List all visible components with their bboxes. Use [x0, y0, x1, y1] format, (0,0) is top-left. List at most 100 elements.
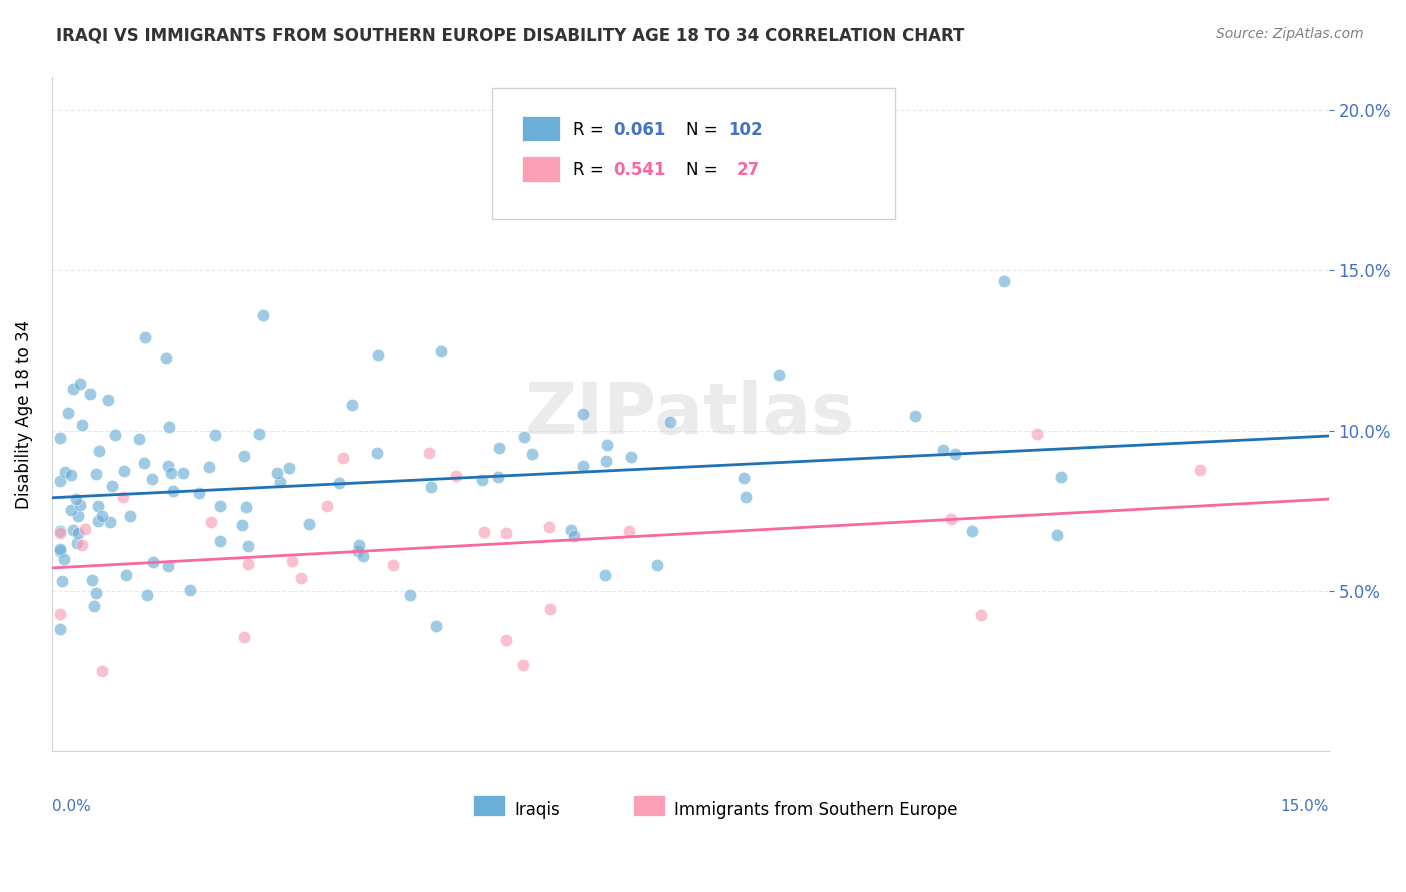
Point [960, 524, 983, 539]
Point [593, 568, 616, 582]
Point [513, 430, 536, 444]
Point [49, 526, 72, 541]
Point [118, 509, 141, 524]
Point [53, 465, 76, 479]
Text: N =: N = [686, 120, 723, 138]
Point [232, 449, 254, 463]
Point [104, 428, 127, 442]
Point [970, 607, 993, 622]
Point [735, 490, 758, 504]
Point [381, 558, 404, 572]
Point [328, 475, 350, 490]
Point [297, 516, 319, 531]
Text: Source: ZipAtlas.com: Source: ZipAtlas.com [1216, 27, 1364, 41]
Point [399, 589, 422, 603]
Point [51, 574, 73, 588]
Point [49, 543, 72, 558]
Point [420, 480, 443, 494]
Point [89, 444, 111, 458]
Point [208, 499, 231, 513]
Point [1025, 426, 1047, 441]
Y-axis label: Disability Age 18 to 34: Disability Age 18 to 34 [15, 320, 32, 509]
Point [471, 473, 494, 487]
Point [932, 443, 955, 458]
Point [340, 399, 363, 413]
Point [157, 459, 180, 474]
Point [247, 427, 270, 442]
Point [252, 308, 274, 322]
Point [235, 500, 257, 514]
Point [59, 503, 82, 517]
Point [49, 541, 72, 556]
Point [66, 536, 89, 550]
Point [538, 602, 561, 616]
Point [73, 522, 96, 536]
Point [179, 582, 201, 597]
Point [418, 445, 440, 459]
Point [134, 330, 156, 344]
Text: IRAQI VS IMMIGRANTS FROM SOUTHERN EUROPE DISABILITY AGE 18 TO 34 CORRELATION CHA: IRAQI VS IMMIGRANTS FROM SOUTHERN EUROPE… [56, 27, 965, 45]
Point [91, 508, 114, 523]
Point [49, 607, 72, 621]
Point [141, 472, 163, 486]
Point [768, 368, 790, 383]
Point [87, 514, 110, 528]
Point [209, 533, 232, 548]
Point [135, 588, 157, 602]
Point [172, 467, 194, 481]
Text: 0.0%: 0.0% [52, 798, 90, 814]
Point [236, 539, 259, 553]
Point [290, 571, 312, 585]
Point [70, 417, 93, 432]
Point [83, 599, 105, 614]
Point [49, 622, 72, 636]
Bar [633, 796, 665, 815]
Point [617, 524, 640, 538]
Point [486, 470, 509, 484]
Point [66, 509, 89, 524]
Point [572, 407, 595, 421]
Point [188, 486, 211, 500]
Point [65, 491, 87, 506]
FancyBboxPatch shape [492, 87, 894, 219]
Point [160, 466, 183, 480]
Point [939, 512, 962, 526]
Point [155, 351, 177, 366]
Text: Immigrants from Southern Europe: Immigrants from Southern Europe [673, 801, 957, 819]
Point [157, 419, 180, 434]
Point [100, 479, 122, 493]
Text: Iraqis: Iraqis [515, 801, 560, 819]
Point [128, 432, 150, 446]
Point [84, 586, 107, 600]
Point [198, 460, 221, 475]
Point [429, 344, 451, 359]
Point [132, 456, 155, 470]
Point [142, 555, 165, 569]
Bar [522, 116, 560, 142]
Point [266, 466, 288, 480]
Point [238, 557, 260, 571]
Point [560, 524, 582, 538]
Point [60, 468, 83, 483]
Point [62, 523, 84, 537]
Point [269, 475, 291, 489]
Point [111, 491, 134, 505]
Point [733, 471, 755, 485]
Point [495, 632, 517, 647]
Text: 0.061: 0.061 [613, 120, 666, 138]
Point [69, 498, 91, 512]
Point [70, 538, 93, 552]
Text: 0.541: 0.541 [613, 161, 666, 179]
Point [904, 409, 927, 424]
Text: 27: 27 [737, 161, 759, 179]
Point [993, 274, 1015, 288]
Point [596, 438, 619, 452]
Point [58, 406, 80, 420]
Point [97, 393, 120, 408]
Point [645, 558, 668, 572]
Point [522, 447, 544, 461]
Point [98, 516, 121, 530]
Point [512, 657, 534, 672]
Point [595, 454, 617, 468]
Point [62, 382, 84, 396]
